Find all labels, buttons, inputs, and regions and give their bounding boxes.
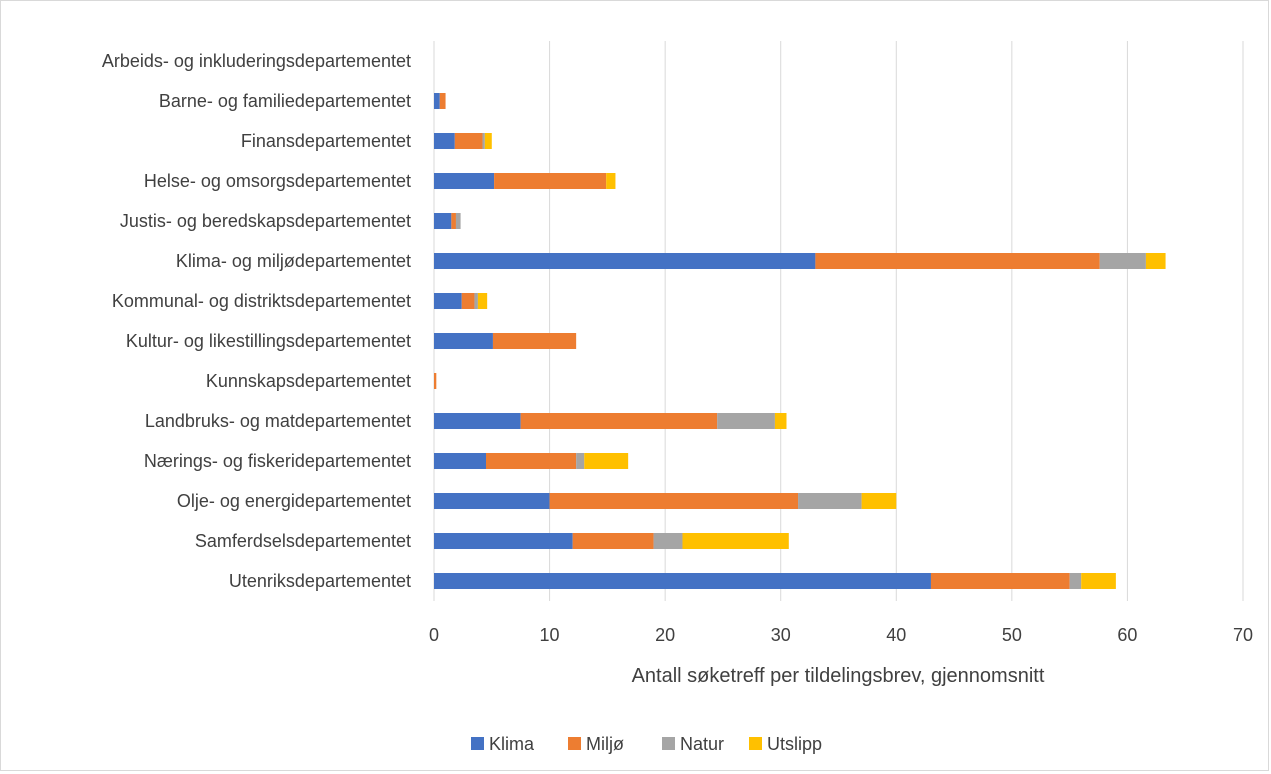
category-label: Klima- og miljødepartementet bbox=[176, 251, 411, 271]
category-label: Samferdselsdepartementet bbox=[195, 531, 411, 551]
bar-segment-klima bbox=[434, 493, 550, 509]
bar-segment-natur bbox=[653, 533, 683, 549]
bar-segment-miljø bbox=[434, 373, 437, 389]
category-label: Finansdepartementet bbox=[241, 131, 411, 151]
bars bbox=[434, 93, 1166, 589]
bar-segment-klima bbox=[434, 293, 462, 309]
x-tick-label: 20 bbox=[655, 625, 675, 645]
x-tick-label: 50 bbox=[1002, 625, 1022, 645]
bar-segment-miljø bbox=[549, 493, 799, 509]
x-tick-label: 0 bbox=[429, 625, 439, 645]
legend-label: Klima bbox=[489, 734, 535, 754]
bar-segment-miljø bbox=[454, 133, 483, 149]
gridlines bbox=[433, 41, 1244, 601]
category-label: Kommunal- og distriktsdepartementet bbox=[112, 291, 411, 311]
bar-segment-natur bbox=[474, 293, 478, 309]
bar-segment-klima bbox=[434, 93, 440, 109]
legend-swatch bbox=[749, 737, 762, 750]
category-label: Nærings- og fiskeridepartementet bbox=[144, 451, 411, 471]
bar-segment-klima bbox=[434, 253, 816, 269]
category-label: Kunnskapsdepartementet bbox=[206, 371, 411, 391]
category-label: Helse- og omsorgsdepartementet bbox=[144, 171, 411, 191]
bar-segment-miljø bbox=[815, 253, 1100, 269]
x-tick-label: 10 bbox=[540, 625, 560, 645]
category-label: Landbruks- og matdepartementet bbox=[145, 411, 411, 431]
legend-swatch bbox=[471, 737, 484, 750]
bar-segment-natur bbox=[1069, 573, 1082, 589]
legend-label: Natur bbox=[680, 734, 724, 754]
bar-segment-miljø bbox=[930, 573, 1070, 589]
bar-segment-utslipp bbox=[682, 533, 789, 549]
bar-segment-natur bbox=[717, 413, 775, 429]
bar-segment-miljø bbox=[572, 533, 654, 549]
x-tick-label: 70 bbox=[1233, 625, 1253, 645]
category-label: Utenriksdepartementet bbox=[229, 571, 411, 591]
bar-segment-natur bbox=[798, 493, 862, 509]
bar-segment-klima bbox=[434, 573, 931, 589]
category-label: Arbeids- og inkluderingsdepartementet bbox=[102, 51, 411, 71]
bar-segment-klima bbox=[434, 413, 521, 429]
bar-segment-utslipp bbox=[606, 173, 616, 189]
bar-segment-klima bbox=[434, 453, 487, 469]
legend-label: Miljø bbox=[586, 734, 624, 754]
bar-segment-klima bbox=[434, 213, 452, 229]
bar-segment-miljø bbox=[461, 293, 475, 309]
bar-segment-klima bbox=[434, 533, 573, 549]
bar-segment-utslipp bbox=[484, 133, 492, 149]
bar-segment-miljø bbox=[492, 333, 577, 349]
x-tick-label: 30 bbox=[771, 625, 791, 645]
bar-segment-miljø bbox=[451, 213, 456, 229]
x-tick-label: 40 bbox=[886, 625, 906, 645]
bar-segment-utslipp bbox=[584, 453, 629, 469]
bar-segment-natur bbox=[576, 453, 585, 469]
bar-segment-miljø bbox=[439, 93, 446, 109]
legend-swatch bbox=[568, 737, 581, 750]
x-tick-labels: 0 10 20 30 40 50 60 70 bbox=[429, 625, 1253, 645]
bar-segment-miljø bbox=[520, 413, 718, 429]
x-tick-label: 60 bbox=[1117, 625, 1137, 645]
bar-segment-utslipp bbox=[1081, 573, 1116, 589]
legend: Klima Miljø Natur Utslipp bbox=[471, 734, 822, 754]
category-labels: Arbeids- og inkluderingsdepartementet Bar… bbox=[102, 51, 411, 591]
category-label: Kultur- og likestillingsdepartementet bbox=[126, 331, 411, 351]
bar-segment-utslipp bbox=[477, 293, 488, 309]
legend-swatch bbox=[662, 737, 675, 750]
bar-segment-utslipp bbox=[861, 493, 897, 509]
bar-segment-utslipp bbox=[774, 413, 787, 429]
category-label: Justis- og beredskapsdepartementet bbox=[120, 211, 411, 231]
category-label: Barne- og familiedepartementet bbox=[159, 91, 411, 111]
bar-segment-klima bbox=[434, 133, 455, 149]
category-label: Olje- og energidepartementet bbox=[177, 491, 411, 511]
bar-segment-natur bbox=[455, 213, 461, 229]
bar-segment-natur bbox=[482, 133, 485, 149]
bar-segment-miljø bbox=[486, 453, 577, 469]
bar-segment-miljø bbox=[494, 173, 607, 189]
bar-segment-natur bbox=[1099, 253, 1146, 269]
legend-label: Utslipp bbox=[767, 734, 822, 754]
x-axis-title: Antall søketreff per tildelingsbrev, gje… bbox=[632, 665, 1045, 687]
bar-segment-utslipp bbox=[1145, 253, 1166, 269]
bar-segment-klima bbox=[434, 173, 495, 189]
bar-segment-klima bbox=[434, 333, 493, 349]
